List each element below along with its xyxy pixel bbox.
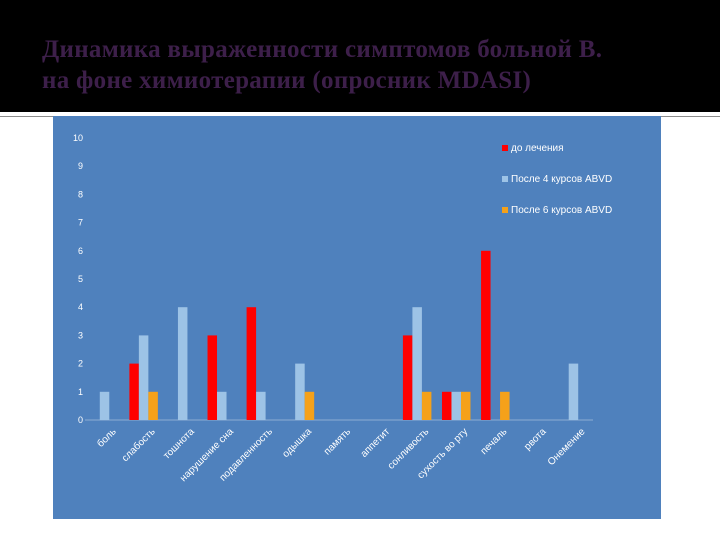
legend-label-1: После 4 курсов ABVD xyxy=(511,174,612,185)
bar-s1-c3 xyxy=(217,391,227,420)
bar-s2-c1 xyxy=(148,391,158,420)
y-tick-label-1: 1 xyxy=(78,387,83,397)
category-label-12: Онемение xyxy=(546,426,588,468)
bar-s2-c5 xyxy=(304,391,315,420)
category-label-5: одышка xyxy=(280,426,314,460)
bar-s2-c9 xyxy=(460,391,471,420)
y-tick-label-8: 8 xyxy=(78,189,83,199)
category-label-7: аппетит xyxy=(359,426,393,460)
title-band xyxy=(0,0,720,112)
bar-s2-c8 xyxy=(421,391,432,420)
legend-label-2: После 6 курсов ABVD xyxy=(511,205,612,216)
bar-s1-c8 xyxy=(412,307,422,420)
y-tick-label-2: 2 xyxy=(78,359,83,369)
category-label-0: боль xyxy=(95,426,119,450)
slide-title: Динамика выраженности симптомов больной … xyxy=(42,34,702,96)
category-label-1: слабость xyxy=(119,426,158,465)
y-tick-label-0: 0 xyxy=(78,415,83,425)
bar-s1-c9 xyxy=(451,391,461,420)
y-tick-label-9: 9 xyxy=(78,161,83,171)
legend-swatch-1 xyxy=(502,176,508,182)
title-line-2: на фоне химиотерапии (опросник MDASI) xyxy=(42,67,532,94)
y-tick-label-10: 10 xyxy=(73,133,83,143)
legend-swatch-2 xyxy=(502,207,508,213)
chart-panel: 0 1 2 3 4 5 6 7 8 9 10 боль слабость тошнота нарушение… xyxy=(53,116,661,519)
bar-s0-c10 xyxy=(481,250,491,420)
category-label-2: тошнота xyxy=(161,426,197,462)
bar-s1-c12 xyxy=(568,363,579,420)
bar-s1-c4 xyxy=(256,391,266,420)
category-label-11: рвота xyxy=(522,426,549,453)
bar-s2-c10 xyxy=(500,391,510,420)
y-tick-label-7: 7 xyxy=(78,218,83,228)
y-tick-label-3: 3 xyxy=(78,330,83,340)
legend-label-0: до лечения xyxy=(511,143,564,154)
y-tick-label-6: 6 xyxy=(78,246,83,256)
category-label-10: печаль xyxy=(479,426,510,457)
bar-s0-c9 xyxy=(441,391,452,420)
bar-s1-c5 xyxy=(295,363,305,420)
y-tick-label-4: 4 xyxy=(78,302,83,312)
bar-s0-c1 xyxy=(129,363,139,420)
category-label-6: память xyxy=(322,426,353,457)
bar-s0-c3 xyxy=(207,335,218,420)
title-line-1: Динамика выраженности симптомов больной … xyxy=(42,36,603,63)
bar-s0-c8 xyxy=(402,335,413,420)
y-tick-label-5: 5 xyxy=(78,274,83,284)
bar-s1-c0 xyxy=(99,391,110,420)
bar-s1-c1 xyxy=(138,335,149,420)
bar-s1-c2 xyxy=(177,307,188,420)
bar-s0-c4 xyxy=(246,307,257,420)
legend-swatch-0 xyxy=(502,145,508,151)
